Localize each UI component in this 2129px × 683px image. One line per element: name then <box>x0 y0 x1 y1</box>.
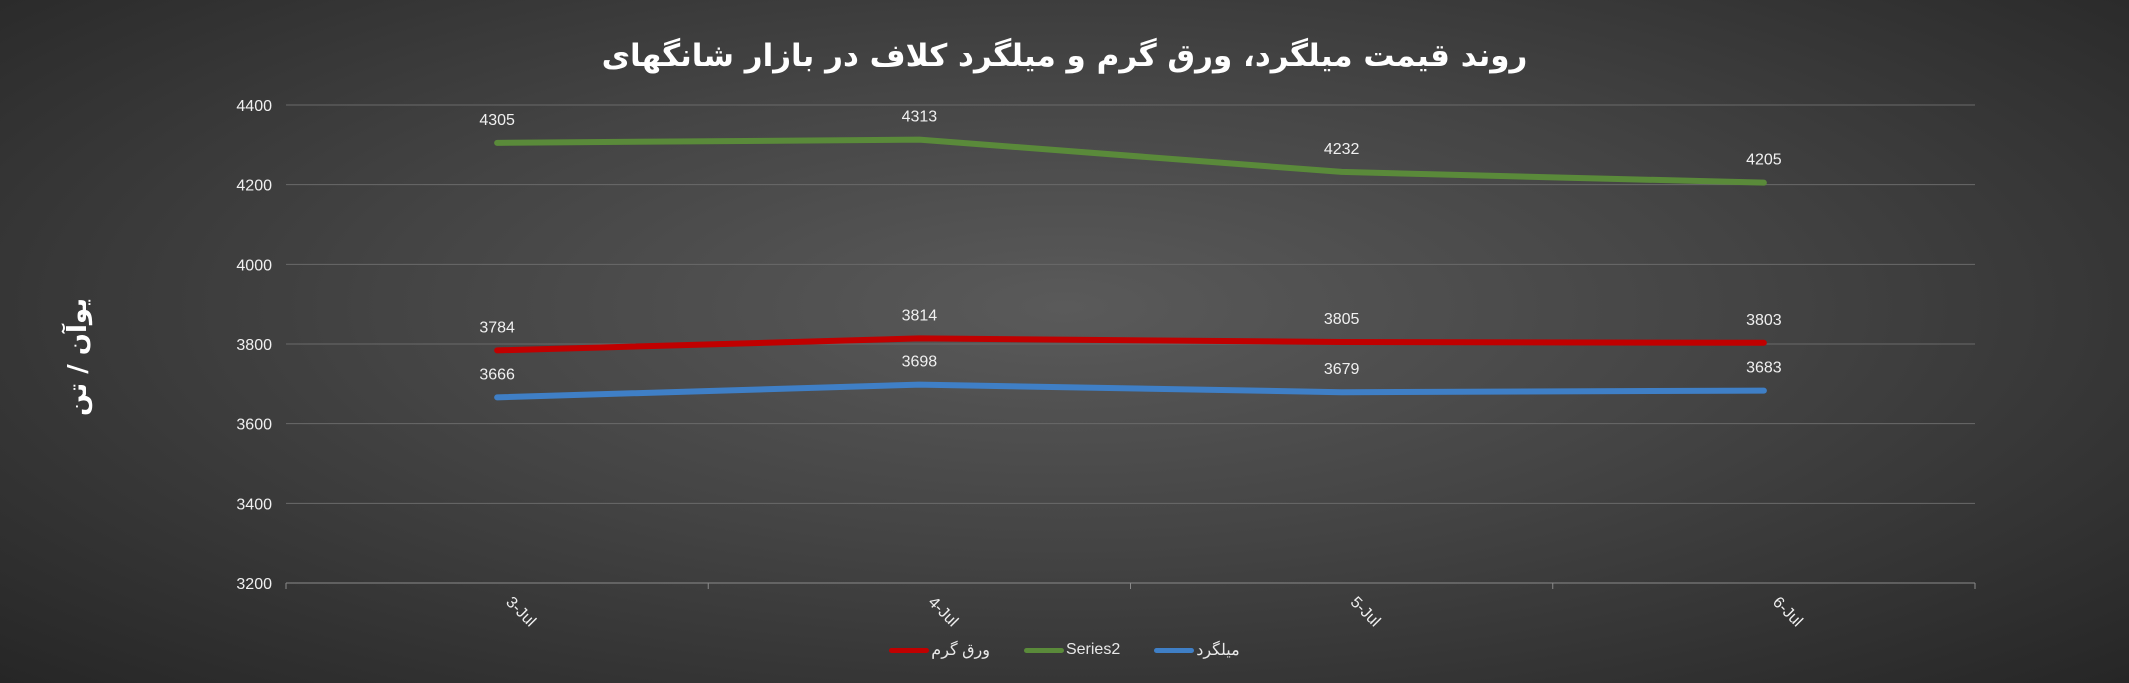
data-label: 4313 <box>902 109 938 126</box>
series-line <box>494 381 1767 401</box>
x-tick-label: 3-Jul <box>502 594 539 631</box>
data-label: 4305 <box>479 112 515 129</box>
x-tick-label: 5-Jul <box>1347 594 1384 631</box>
y-tick-label: 4200 <box>236 178 272 195</box>
legend-swatch <box>1023 647 1064 653</box>
x-tick-label: 4-Jul <box>925 594 962 631</box>
y-tick-label: 4000 <box>236 257 272 274</box>
y-tick-label: 3200 <box>236 576 272 593</box>
legend-label: Series2 <box>1065 641 1121 658</box>
legend-swatch <box>1154 647 1195 653</box>
series-line <box>494 335 1767 354</box>
data-label: 3698 <box>902 354 938 371</box>
legend-label: میلگرد <box>1196 642 1240 659</box>
data-label: 3784 <box>479 319 515 336</box>
data-label: 3679 <box>1324 361 1360 378</box>
legend: ورق گرم Series2 میلگرد <box>0 640 2129 660</box>
data-label: 3814 <box>902 307 938 324</box>
data-label: 3803 <box>1746 312 1782 329</box>
data-label: 3683 <box>1746 360 1782 377</box>
data-label: 3805 <box>1324 311 1360 328</box>
data-label: 4232 <box>1324 141 1360 158</box>
chart-title: روند قیمت میلگرد، ورق گرم و میلگرد کلاف … <box>601 38 1528 74</box>
x-tick-label: 6-Jul <box>1769 594 1806 631</box>
legend-item: ورق گرم <box>889 640 990 660</box>
data-label: 4205 <box>1746 152 1782 169</box>
legend-swatch <box>889 647 930 653</box>
legend-item: میلگرد <box>1154 640 1240 660</box>
y-tick-label: 4400 <box>236 98 272 115</box>
series-line <box>494 136 1767 186</box>
y-tick-label: 3600 <box>236 417 272 434</box>
data-label: 3666 <box>479 366 515 383</box>
legend-item: Series2 <box>1023 640 1121 660</box>
y-tick-label: 3400 <box>236 496 272 513</box>
legend-label: ورق گرم <box>931 642 990 659</box>
y-tick-label: 3800 <box>236 337 272 354</box>
